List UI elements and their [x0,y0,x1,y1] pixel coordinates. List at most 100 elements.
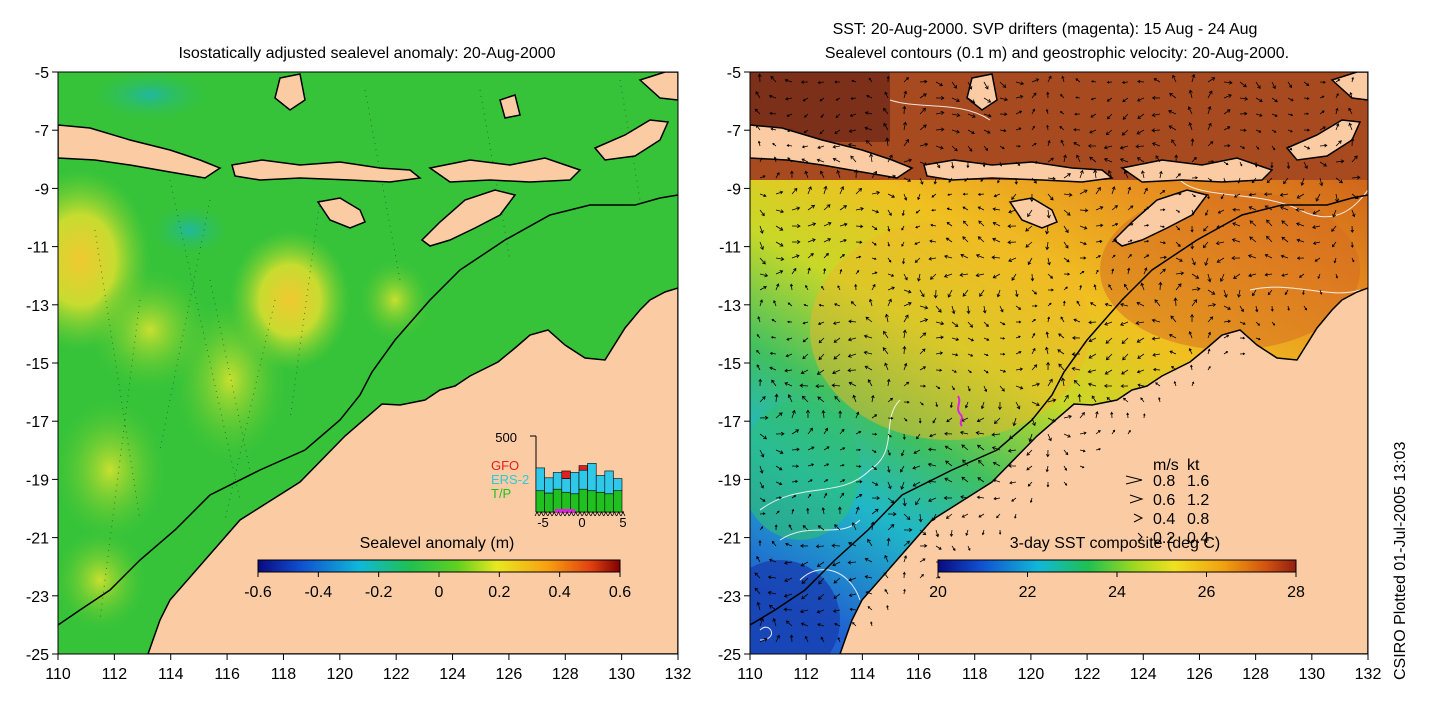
velocity-vector [1335,159,1345,164]
x-tick-label: 114 [850,666,876,683]
velocity-vector [1296,238,1305,243]
velocity-vector [886,605,889,611]
inset-day-marker [569,511,574,517]
velocity-vector [887,481,892,490]
velocity-vector [1239,111,1248,116]
velocity-vector [771,379,777,387]
velocity-vector [1063,192,1073,197]
velocity-vector [770,336,777,339]
velocity-vector [961,444,969,451]
velocity-key-header-ms: m/s [1153,457,1179,474]
velocity-vector [791,254,800,259]
velocity-vector [944,431,953,436]
velocity-vector [1223,177,1226,183]
velocity-vector [917,273,921,282]
velocity-vector [759,637,768,643]
velocity-vector [799,609,809,614]
velocity-vector [775,241,784,247]
velocity-vector [1063,414,1072,419]
velocity-vector [998,529,1002,535]
velocity-vector [801,158,809,163]
inset-day-marker [547,511,553,517]
velocity-vector [982,161,986,168]
velocity-vector [945,513,953,519]
velocity-vector [871,449,877,453]
velocity-vector [1127,254,1132,259]
velocity-vector [967,385,971,392]
velocity-vector [902,105,907,115]
velocity-key-kt: 1.2 [1187,492,1209,509]
velocity-vector [951,113,961,118]
velocity-vector [832,609,841,613]
velocity-vector [834,395,841,403]
velocity-vector [1095,430,1101,435]
velocity-key-header-kt: kt [1187,457,1200,474]
velocity-vector [1073,142,1081,147]
velocity-vector [1159,268,1166,275]
velocity-vector [1248,192,1257,197]
velocity-vector [1119,158,1129,163]
sla-map [58,72,678,654]
velocity-vector [790,170,794,179]
y-tick-label: -25 [26,647,49,664]
velocity-vector [759,526,764,531]
velocity-vector [848,541,857,547]
velocity-vector [785,353,793,358]
velocity-vector [805,284,809,291]
velocity-vector [919,318,929,323]
velocity-vector [1217,209,1225,214]
velocity-vector [1008,209,1017,214]
velocity-vector [867,379,873,387]
inset-bar-tp [578,488,588,513]
velocity-vector [887,397,894,403]
bathymetry-contour [750,194,1368,626]
x-tick-label: 132 [665,666,692,683]
velocity-vector [946,207,953,211]
velocity-vector [832,561,841,567]
velocity-vector [992,207,1001,212]
velocity-vector [854,169,859,179]
velocity-vector [1350,225,1354,233]
inset-day-marker [538,511,544,517]
velocity-vector [1170,315,1177,323]
velocity-vector [838,506,842,515]
velocity-vector [1143,239,1150,243]
velocity-vector [1188,122,1193,131]
velocity-vector [1303,81,1310,86]
velocity-vector [900,465,905,473]
velocity-vector [1255,97,1263,102]
velocity-vector [759,465,764,474]
velocity-vector [864,575,873,579]
velocity-vector [1158,281,1163,291]
velocity-vector [1351,209,1356,218]
velocity-vector [1296,193,1305,199]
velocity-vector [1135,320,1145,325]
velocity-vector [834,129,841,134]
velocity-vector [966,305,971,315]
velocity-vector [871,170,877,179]
velocity-vector [1060,139,1065,147]
velocity-vector [983,385,988,393]
y-tick-label: -11 [27,240,49,257]
velocity-vector [1063,257,1070,263]
velocity-vector [1143,206,1150,211]
velocity-vector [1264,253,1273,259]
velocity-vector [1303,161,1308,169]
velocity-vector [1136,369,1145,374]
velocity-vector [839,447,846,451]
colorbar-tick-label: -0.6 [244,584,272,601]
velocity-vector [992,478,1001,483]
x-tick-label: 116 [906,666,932,683]
velocity-vector [1264,205,1273,211]
velocity-vector [1223,334,1230,339]
sst-cool-water [750,400,860,540]
velocity-vector [758,540,762,547]
velocity-vector [1079,465,1085,469]
velocity-vector [1255,81,1261,90]
inset-bar-tp [604,493,614,513]
velocity-vector [967,369,972,374]
velocity-vector [823,446,830,451]
velocity-vector [1281,273,1289,277]
velocity-vector [887,257,892,263]
